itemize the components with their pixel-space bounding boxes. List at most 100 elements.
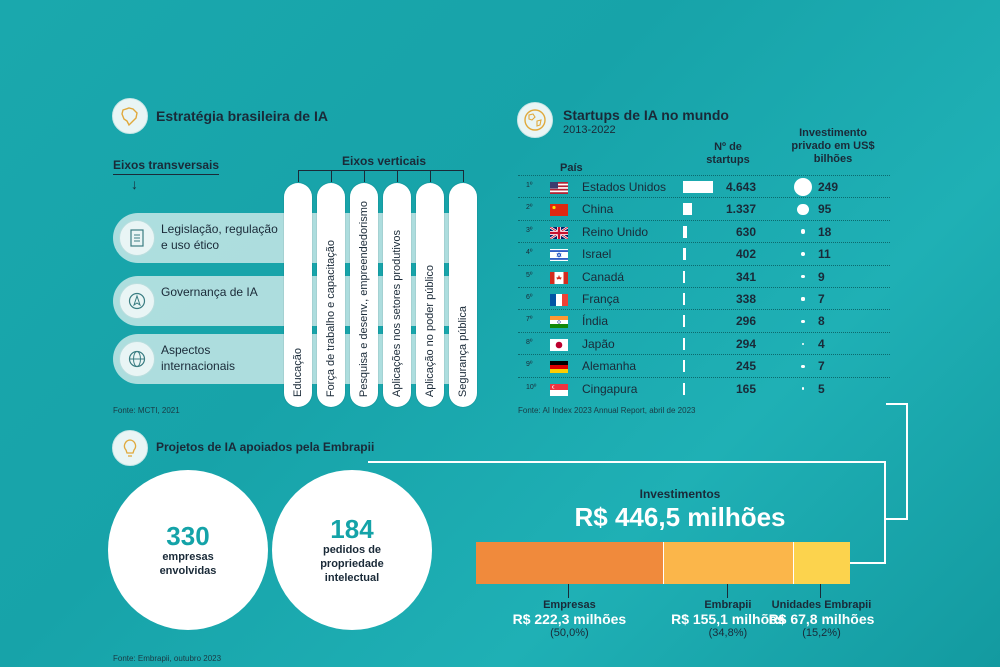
investment-total: R$ 446,5 milhões (574, 502, 786, 532)
startups-source: Fonte: AI Index 2023 Annual Report, abri… (518, 406, 696, 415)
startups-count: 338 (735, 292, 756, 306)
investment-bar (476, 542, 850, 584)
vertical-axis-pill: Pesquisa e desenv., empreendedorismo (350, 183, 378, 407)
startups-bar (683, 248, 686, 261)
transversal-axis-label: Aspectos internacionais (161, 343, 236, 373)
embrapii-source: Fonte: Embrapii, outubro 2023 (113, 654, 222, 663)
rank: 7º (526, 316, 533, 324)
startups-count: 341 (735, 269, 756, 284)
investment-value: 8 (818, 314, 825, 329)
country-name: Índia (582, 314, 609, 329)
country-name: Japão (582, 336, 615, 351)
stat-ip-requests: 184 pedidos de propriedade intelectual (272, 470, 432, 630)
bracket-tick (463, 170, 464, 182)
strategy-title: Estratégia brasileira de IA (156, 108, 328, 124)
flag-fr-icon (550, 293, 568, 306)
investment-segment (476, 542, 663, 584)
investment-value: 7 (818, 292, 825, 306)
segment-value: R$ 155,1 milhões (671, 611, 785, 627)
startups-bar (683, 315, 685, 328)
flag-gb-icon (549, 225, 569, 240)
table-row: 7º Índia 296 8 (518, 309, 890, 331)
segment-value: R$ 67,8 milhões (768, 611, 875, 627)
vertical-axis-label: Pesquisa e desenv., empreendedorismo (358, 200, 370, 397)
investment-value: 249 (818, 180, 839, 194)
startups-count: 245 (735, 359, 756, 374)
stat-label: pedidos de propriedade intelectual (320, 544, 384, 584)
segment-tick (726, 584, 728, 598)
segment-tick (820, 584, 822, 598)
startups-count: 402 (735, 247, 756, 262)
vertical-axis-label: Educação (292, 348, 304, 397)
investment-bubble (801, 252, 805, 257)
flag-us-icon (550, 181, 568, 194)
col-startups-header: Nº de startups (706, 141, 750, 166)
startups-bar (683, 360, 685, 373)
lightbulb-icon (112, 430, 148, 466)
bracket-tick (397, 170, 398, 182)
investment-value: 11 (818, 247, 831, 262)
startups-bar (683, 225, 688, 238)
investment-bubble (801, 319, 805, 323)
investment-value: 18 (818, 224, 832, 239)
flag-jp-icon (550, 338, 568, 351)
investment-value: 95 (818, 202, 832, 217)
investment-bubble (801, 387, 805, 390)
bracket-tick (298, 170, 299, 182)
investment-bubble (801, 274, 805, 279)
transversal-axis-label: Legislação, regulação e uso ético (161, 222, 278, 252)
navigation-icon (119, 283, 155, 319)
table-row: 4º Israel 402 11 (518, 242, 890, 264)
investment-value: 7 (818, 359, 825, 374)
col-country-header: País (560, 162, 583, 174)
startups-subtitle: 2013-2022 (563, 124, 616, 136)
rank: 5º (526, 271, 533, 279)
rank: 1º (526, 182, 533, 189)
table-row: 8º Japão 294 4 (518, 331, 890, 354)
investment-value: 4 (818, 336, 825, 351)
startups-bar (683, 203, 692, 216)
flag-in-icon (550, 315, 568, 329)
rank: 3º (526, 226, 533, 234)
flag-de-icon (550, 360, 568, 374)
vertical-axis-pill: Aplicação no poder público (416, 183, 444, 407)
stat-label: empresas envolvidas (159, 551, 217, 577)
segment-name: Empresas (543, 599, 596, 611)
bracket-tick (331, 170, 332, 182)
startups-bar (683, 270, 686, 283)
stat-number: 330 (166, 521, 210, 551)
vertical-axis-pill: Força de trabalho e capacitação (317, 183, 345, 407)
connector-line (884, 518, 908, 520)
startups-bar (683, 382, 685, 395)
document-icon (119, 220, 155, 256)
startups-count: 4.643 (725, 180, 756, 194)
country-name: China (582, 202, 614, 217)
vertical-axis-pill: Educação (284, 183, 312, 407)
investment-bubble (801, 342, 805, 345)
investment-value: 9 (818, 269, 825, 284)
connector-line (886, 403, 908, 405)
connector-line (850, 562, 886, 564)
segment-percent: (34,8%) (708, 627, 748, 639)
investment-bubble (794, 178, 812, 196)
investment-segment (792, 542, 850, 584)
stat-number: 184 (330, 514, 374, 544)
startups-count: 1.337 (725, 202, 756, 217)
segment-percent: (50,0%) (550, 627, 589, 639)
rank: 6º (526, 294, 533, 301)
flag-cn-icon (550, 203, 568, 217)
transversal-axis-label: Governança de IA (161, 285, 258, 299)
segment-name: Embrapii (704, 599, 752, 611)
segment-label: Empresas R$ 222,3 milhões (50,0%) (504, 599, 634, 639)
segment-percent: (15,2%) (802, 627, 841, 639)
flag-ca-icon (550, 271, 568, 284)
rank: 4º (526, 249, 533, 257)
vertical-axis-label: Força de trabalho e capacitação (325, 239, 337, 397)
table-row: 9º Alemanha 245 7 (518, 354, 890, 376)
startups-count: 630 (735, 224, 756, 239)
brazil-map-icon (112, 98, 148, 134)
country-name: Reino Unido (582, 224, 649, 239)
investment-bubble (800, 229, 806, 235)
startups-bar (683, 293, 686, 305)
segment-name: Unidades Embrapii (771, 599, 872, 611)
